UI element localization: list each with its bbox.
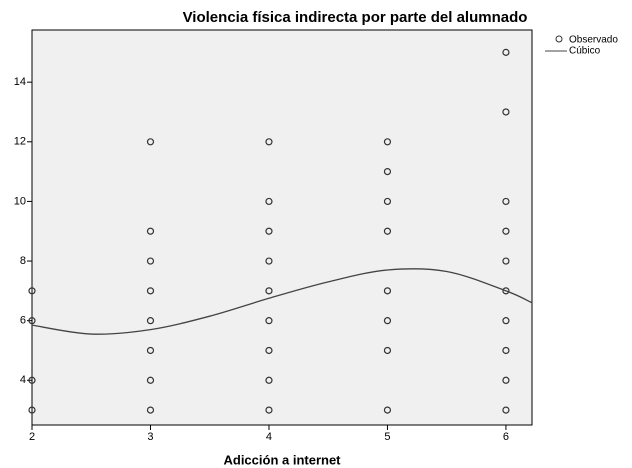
y-tick-label: 4 (20, 374, 26, 386)
y-tick-label: 8 (20, 255, 26, 267)
point (502, 227, 510, 235)
point (265, 346, 273, 355)
point (502, 406, 510, 414)
fit-line (31, 268, 533, 335)
point (265, 406, 273, 414)
point (383, 346, 392, 355)
point (502, 197, 510, 206)
point (265, 138, 273, 146)
point (502, 376, 510, 384)
point (502, 257, 510, 265)
x-tick-label: 5 (384, 431, 390, 443)
point (146, 257, 155, 265)
x-axis-label: Adicción a internet (223, 452, 341, 467)
point (265, 287, 273, 295)
point (265, 197, 273, 206)
legend-label: Observado (569, 35, 618, 46)
point (383, 138, 392, 146)
x-tick-label: 3 (147, 431, 153, 443)
point (146, 406, 155, 414)
point (502, 346, 510, 355)
x-tick-label: 4 (266, 431, 272, 443)
y-tick-label: 10 (14, 195, 26, 207)
chart-title: Violencia física indirecta por parte del… (183, 9, 528, 26)
point (28, 376, 36, 384)
x-tick-label: 6 (503, 431, 509, 443)
x-tick-label: 2 (29, 431, 35, 443)
point (383, 197, 392, 206)
point (146, 287, 155, 295)
legend-marker (555, 35, 563, 43)
point (383, 317, 392, 325)
point (265, 317, 273, 325)
point (28, 406, 36, 414)
y-tick-label: 6 (20, 315, 26, 327)
point (383, 406, 392, 414)
point (265, 257, 273, 265)
point (146, 346, 155, 355)
plot-area (31, 29, 533, 426)
point (28, 317, 36, 325)
point (265, 376, 273, 384)
point (146, 227, 155, 235)
point (28, 287, 36, 295)
point (502, 108, 510, 116)
point (146, 138, 155, 146)
point (265, 227, 273, 235)
point (383, 227, 392, 235)
y-tick-label: 14 (14, 76, 26, 88)
point (146, 317, 155, 325)
legend-label: Cúbico (569, 46, 601, 57)
point (146, 376, 155, 384)
point (502, 287, 510, 295)
point (502, 48, 510, 56)
y-tick-label: 12 (14, 136, 26, 148)
point (383, 287, 392, 295)
point (383, 168, 392, 176)
point (502, 317, 510, 325)
